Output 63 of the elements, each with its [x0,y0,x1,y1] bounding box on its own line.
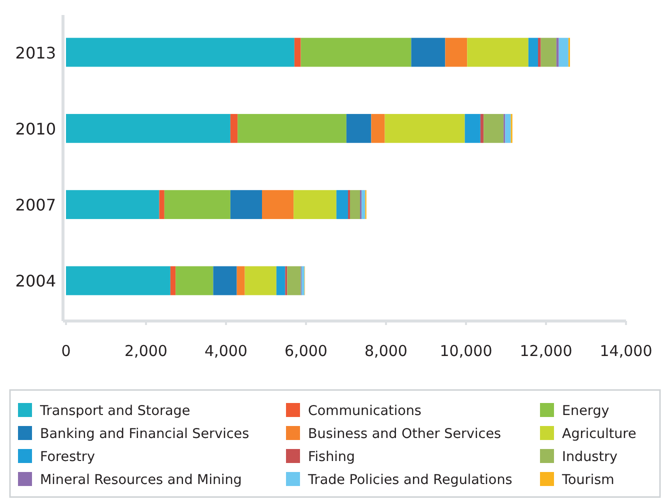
bar [300,38,412,67]
bar [484,114,504,143]
bar [336,190,348,220]
legend-label: Trade Policies and Regulations [307,472,512,488]
bar [66,266,170,296]
bar [66,38,294,67]
legend-label: Banking and Financial Services [40,426,250,442]
bar [262,190,294,220]
legend-label: Fishing [308,449,355,465]
legend-label: Forestry [40,449,95,465]
bar [302,266,304,296]
bar [350,190,360,220]
bar [176,266,214,296]
bar [556,38,559,67]
x-tick-label: 2,000 [124,342,168,360]
x-tick-label: 0 [61,342,71,360]
legend-label: Energy [562,403,610,419]
bar [159,190,164,220]
bar [445,38,468,67]
x-tick-label: 14,000 [600,342,652,360]
y-tick-label: 2010 [15,119,56,138]
y-tick-label: 2007 [15,196,56,215]
legend-label: Mineral Resources and Mining [40,472,242,488]
bar [467,38,528,67]
bar [464,114,480,143]
legend-label: Communications [308,403,422,419]
bar [276,266,286,296]
bar [538,38,541,67]
x-tick-label: 8,000 [364,342,408,360]
bar [294,190,336,220]
bar [540,38,556,67]
y-tick-label: 2004 [15,272,56,291]
legend-label: Transport and Storage [39,403,190,419]
legend-label: Agriculture [562,426,636,442]
bar [480,114,484,143]
legend-label: Business and Other Services [308,426,502,442]
x-tick-label: 4,000 [204,342,248,360]
bar [505,114,511,143]
x-tick-label: 12,000 [520,342,572,360]
bar [371,114,385,143]
x-tick-label: 6,000 [284,342,328,360]
bar [528,38,538,67]
bar [294,38,301,67]
bar [230,114,238,143]
bar [66,190,160,220]
bar [244,266,276,296]
bar [230,190,262,220]
bar [238,114,346,143]
bar [411,38,446,67]
bar [362,190,366,220]
bar [170,266,176,296]
bar [558,38,568,67]
bar [346,114,372,143]
legend-label: Industry [562,449,618,465]
bar [66,114,230,143]
legend-label: Tourism [561,472,614,488]
bar [213,266,237,296]
bar [236,266,245,296]
bar [384,114,465,143]
x-tick-label: 10,000 [440,342,492,360]
y-tick-label: 2013 [15,43,56,62]
bar [287,266,301,296]
bar [164,190,230,220]
